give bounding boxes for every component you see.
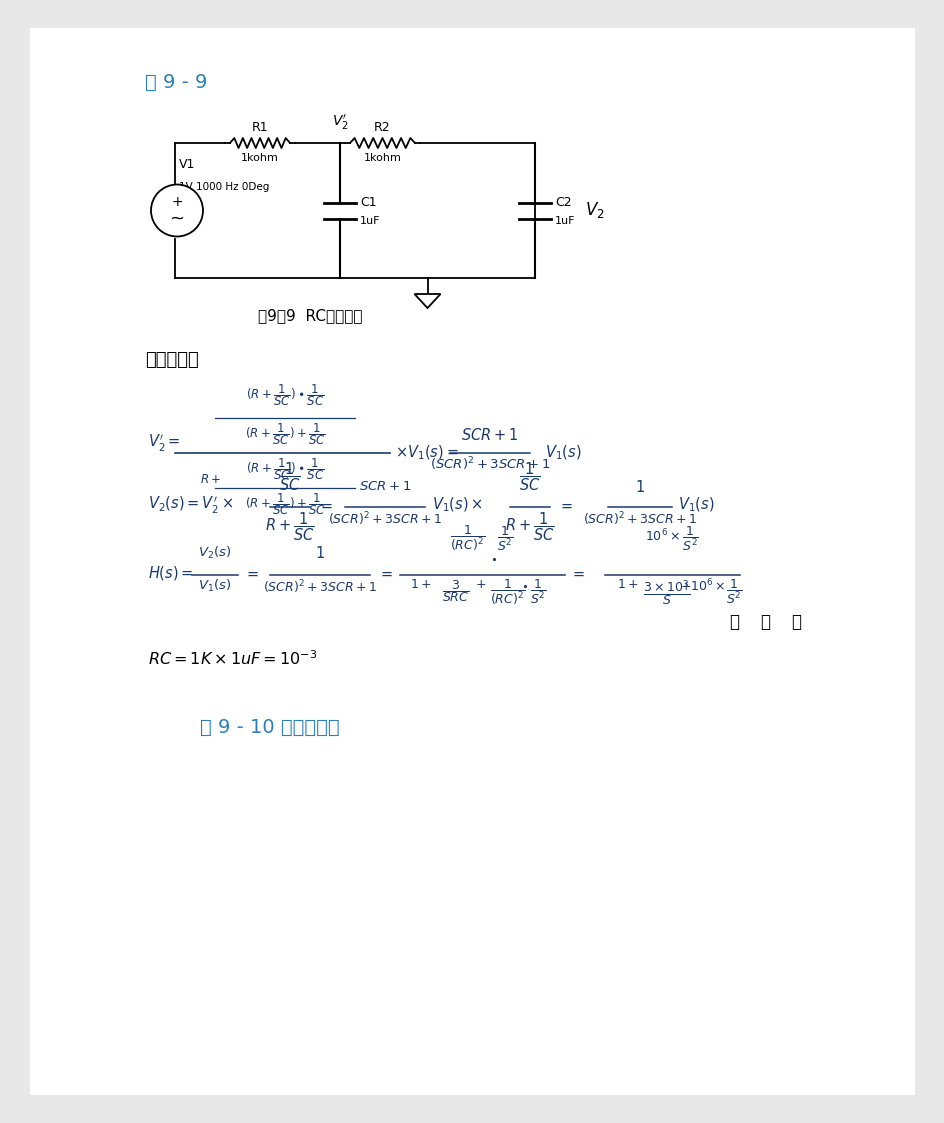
Text: $(R+\dfrac{1}{SC})+\dfrac{1}{SC}$: $(R+\dfrac{1}{SC})+\dfrac{1}{SC}$ <box>244 491 325 517</box>
Text: $=$: $=$ <box>569 566 585 581</box>
Text: 其    中    ：: 其 中 ： <box>729 613 801 631</box>
Text: $\dfrac{1}{SC}$: $\dfrac{1}{SC}$ <box>279 460 300 493</box>
Text: V1: V1 <box>178 157 195 171</box>
Text: $V_2'$: $V_2'$ <box>331 112 348 133</box>
Text: $\dfrac{1}{(RC)^2}$: $\dfrac{1}{(RC)^2}$ <box>450 524 485 553</box>
Text: $10^6\times\dfrac{1}{S^2}$: $10^6\times\dfrac{1}{S^2}$ <box>645 524 699 553</box>
Text: $H(s)=$: $H(s)=$ <box>148 564 194 582</box>
Text: $=$: $=$ <box>557 497 573 512</box>
Text: $(R+\dfrac{1}{SC})+\dfrac{1}{SC}$: $(R+\dfrac{1}{SC})+\dfrac{1}{SC}$ <box>244 421 325 447</box>
Text: $=$: $=$ <box>318 497 333 512</box>
Text: $\dfrac{3\times10^3}{S}$: $\dfrac{3\times10^3}{S}$ <box>642 578 689 608</box>
Text: $\dfrac{1}{S^2}$: $\dfrac{1}{S^2}$ <box>497 524 513 553</box>
Text: $V_1(s)$: $V_1(s)$ <box>198 578 231 594</box>
Text: $1$: $1$ <box>314 545 325 562</box>
Text: $V_1(s)$: $V_1(s)$ <box>677 495 714 514</box>
Text: +: + <box>171 194 182 209</box>
Text: 1uF: 1uF <box>360 216 380 226</box>
Text: 传输函数：: 传输函数： <box>144 351 198 369</box>
Text: $R+\dfrac{1}{SC}$: $R+\dfrac{1}{SC}$ <box>265 510 314 542</box>
Text: $(R+\dfrac{1}{SC})\bullet\dfrac{1}{SC}$: $(R+\dfrac{1}{SC})\bullet\dfrac{1}{SC}$ <box>245 382 324 408</box>
Text: $\dfrac{1}{SC}$: $\dfrac{1}{SC}$ <box>518 460 540 493</box>
Text: $V_2(s)=V_2'\times$: $V_2(s)=V_2'\times$ <box>148 494 234 515</box>
Text: 1V 1000 Hz 0Deg: 1V 1000 Hz 0Deg <box>178 183 269 192</box>
Text: R1: R1 <box>251 121 268 134</box>
Text: $R+$: $R+$ <box>200 473 221 486</box>
Text: $1$: $1$ <box>634 480 644 495</box>
Text: $1+$: $1+$ <box>616 578 638 591</box>
Text: 图9－9  RC低通电路: 图9－9 RC低通电路 <box>258 308 362 323</box>
Text: $(SCR)^2+3SCR+1$: $(SCR)^2+3SCR+1$ <box>430 455 549 473</box>
Text: $V_1(s)$: $V_1(s)$ <box>545 444 582 463</box>
Text: ~: ~ <box>169 210 184 228</box>
Text: C2: C2 <box>554 197 571 209</box>
Text: $(R+\dfrac{1}{SC})\bullet\dfrac{1}{SC}$: $(R+\dfrac{1}{SC})\bullet\dfrac{1}{SC}$ <box>245 456 324 482</box>
Text: $R+\dfrac{1}{SC}$: $R+\dfrac{1}{SC}$ <box>505 510 554 542</box>
Text: $SCR+1$: $SCR+1$ <box>359 480 411 493</box>
Text: 图 9 - 9: 图 9 - 9 <box>144 73 207 92</box>
Text: C1: C1 <box>360 197 377 209</box>
Text: $V_2'=$: $V_2'=$ <box>148 432 180 454</box>
Text: 图 9 - 10 传输函数：: 图 9 - 10 传输函数： <box>200 718 339 737</box>
Circle shape <box>151 184 203 237</box>
Text: $1+$: $1+$ <box>410 578 431 591</box>
Text: $\bullet$: $\bullet$ <box>490 554 497 564</box>
Text: $\bullet$: $\bullet$ <box>520 581 528 591</box>
Text: R2: R2 <box>374 121 391 134</box>
Text: $RC=1K\times1uF=10^{-3}$: $RC=1K\times1uF=10^{-3}$ <box>148 649 317 668</box>
Text: $(SCR)^2+3SCR+1$: $(SCR)^2+3SCR+1$ <box>262 578 377 595</box>
Text: $\dfrac{3}{SRC}$: $\dfrac{3}{SRC}$ <box>442 578 469 604</box>
Text: $=$: $=$ <box>378 566 393 581</box>
Text: $\dfrac{1}{(RC)^2}$: $\dfrac{1}{(RC)^2}$ <box>490 578 525 608</box>
Text: $\times V_1(s)=$: $\times V_1(s)=$ <box>395 444 458 463</box>
Polygon shape <box>414 294 440 308</box>
Text: $=$: $=$ <box>244 566 260 581</box>
FancyBboxPatch shape <box>30 28 914 1095</box>
Text: $SCR+1$: $SCR+1$ <box>461 427 518 442</box>
Text: $+10^6\times$: $+10^6\times$ <box>680 578 725 594</box>
Text: $V_2(s)$: $V_2(s)$ <box>198 545 231 562</box>
Text: 1uF: 1uF <box>554 216 575 226</box>
Text: $(SCR)^2+3SCR+1$: $(SCR)^2+3SCR+1$ <box>328 510 442 528</box>
Text: $\dfrac{1}{S^2}$: $\dfrac{1}{S^2}$ <box>530 578 547 606</box>
Text: $V_2$: $V_2$ <box>584 201 604 220</box>
Text: $V_1(s)\times$: $V_1(s)\times$ <box>431 495 482 514</box>
Text: $(SCR)^2+3SCR+1$: $(SCR)^2+3SCR+1$ <box>582 510 697 528</box>
Text: 1kohm: 1kohm <box>241 153 278 163</box>
Text: $\dfrac{1}{S^2}$: $\dfrac{1}{S^2}$ <box>725 578 742 606</box>
Text: $+$: $+$ <box>475 578 486 591</box>
Text: 1kohm: 1kohm <box>363 153 401 163</box>
